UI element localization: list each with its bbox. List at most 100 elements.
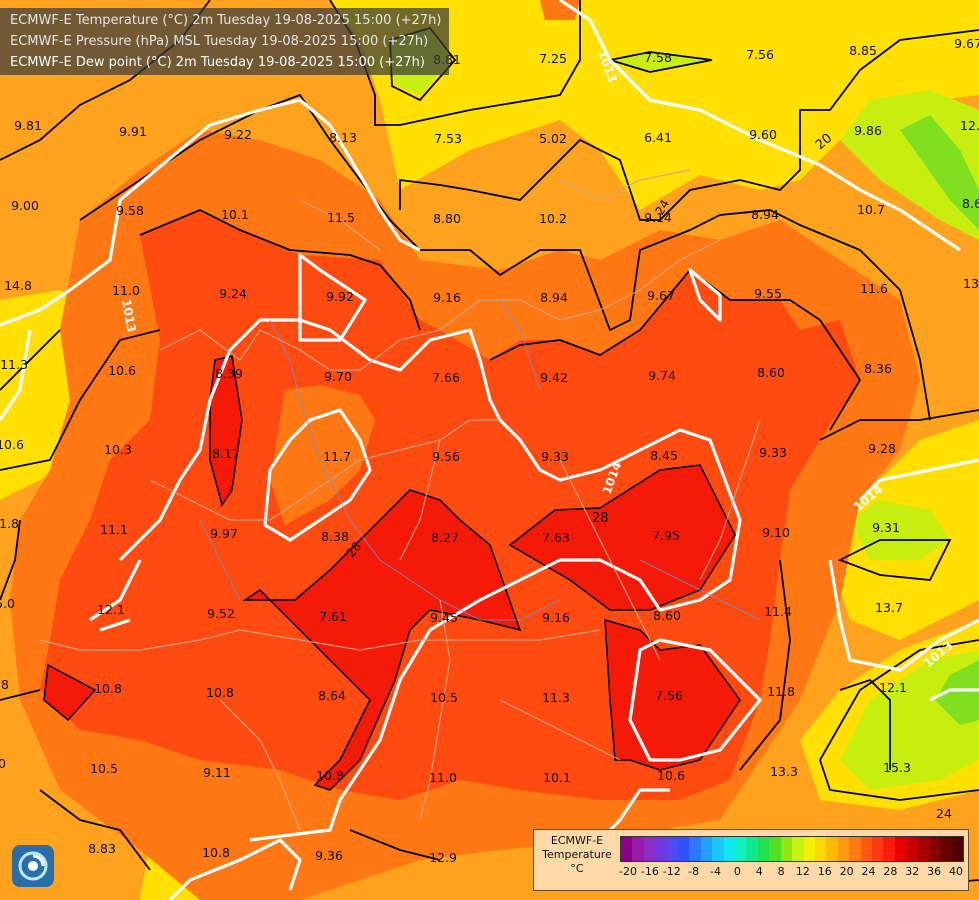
dewpoint-value-label: 8.39 <box>215 366 243 381</box>
legend-tick-label: 20 <box>839 865 854 878</box>
dewpoint-value-label: 1.8 <box>0 516 19 531</box>
map-title-panel: ECMWF-E Temperature (°C) 2m Tuesday 19-0… <box>0 8 450 75</box>
dewpoint-value-label: 6.41 <box>644 130 672 145</box>
dewpoint-value-label: 10.6 <box>657 768 685 783</box>
dewpoint-value-label: 10.5 <box>90 761 118 776</box>
red-core-west-strip <box>209 355 243 507</box>
legend-color-swatch <box>883 837 895 861</box>
dewpoint-value-label: 7.95 <box>652 528 680 543</box>
legend-title-line: Temperature <box>542 848 612 861</box>
dewpoint-value-label: 9.81 <box>14 118 42 133</box>
dewpoint-value-label: 8.38 <box>321 529 349 544</box>
legend-color-swatch <box>632 837 644 861</box>
legend-color-swatch <box>769 837 781 861</box>
legend-color-swatch <box>723 837 736 861</box>
dewpoint-value-label: 10.6 <box>0 437 24 452</box>
dewpoint-value-label: 9.67 <box>647 288 675 303</box>
dewpoint-value-label: 9.52 <box>207 606 235 621</box>
legend-tick-label: 36 <box>927 865 942 878</box>
dewpoint-value-label: 9.11 <box>203 765 231 780</box>
legend-tick-label: 0 <box>733 865 741 878</box>
dewpoint-value-label: 10.7 <box>857 202 885 217</box>
legend-tick-label: 32 <box>905 865 920 878</box>
dewpoint-value-label: 7.63 <box>542 530 570 545</box>
legend-color-swatch <box>678 837 690 861</box>
dewpoint-value-label: 11.4 <box>764 604 792 619</box>
legend-color-swatch <box>643 837 656 861</box>
orange-patch-central-west <box>270 385 375 525</box>
legend-color-swatch <box>621 837 633 861</box>
title-temperature[interactable]: ECMWF-E Temperature (°C) 2m Tuesday 19-0… <box>10 13 442 28</box>
dewpoint-value-label: 7.56 <box>746 47 774 62</box>
dewpoint-value-label: 8.94 <box>540 290 568 305</box>
dewpoint-value-label: 12.1 <box>879 680 907 695</box>
legend-color-swatch <box>928 837 941 861</box>
legend-color-swatch <box>860 837 872 861</box>
dewpoint-value-label: 7.61 <box>319 609 347 624</box>
dewpoint-value-label: 11.6 <box>860 281 888 296</box>
dewpoint-value-label: 11.5 <box>327 210 355 225</box>
dewpoint-value-label: 9.97 <box>210 526 238 541</box>
legend-tick-label: -8 <box>688 865 700 878</box>
dewpoint-value-label: 8.60 <box>653 608 681 623</box>
dewpoint-value-label: 9.86 <box>854 123 882 138</box>
dewpoint-value-label: 10.8 <box>94 681 122 696</box>
legend-tick-label: 16 <box>817 865 832 878</box>
lime-zone-northeast <box>840 90 979 240</box>
dewpoint-value-label: 9.60 <box>749 127 777 142</box>
title-dewpoint[interactable]: ECMWF-E Dew point (°C) 2m Tuesday 19-08-… <box>10 55 425 70</box>
dewpoint-value-label: 9.22 <box>224 127 252 142</box>
legend-tick-label: 4 <box>755 865 763 878</box>
legend-color-swatch <box>871 837 884 861</box>
dewpoint-value-label: 8.17 <box>212 446 240 461</box>
legend-tick-label: 40 <box>949 865 963 878</box>
dewpoint-value-label: 9.16 <box>542 610 570 625</box>
dewpoint-value-label: 9.36 <box>315 848 343 863</box>
dewpoint-value-label: 10.1 <box>543 770 571 785</box>
legend-color-swatch <box>917 837 929 861</box>
dewpoint-value-label: 9.42 <box>540 370 568 385</box>
lime-zone-east <box>850 500 950 560</box>
dewpoint-value-label: 10.2 <box>539 211 567 226</box>
legend-color-swatch <box>700 837 713 861</box>
dewpoint-value-label: 9.14 <box>644 210 672 225</box>
legend-tick-label: -20 <box>619 865 637 878</box>
legend-color-swatch <box>803 837 815 861</box>
red-core-central <box>242 489 522 791</box>
legend-color-swatch <box>940 837 952 861</box>
dewpoint-value-label: 8.60 <box>757 365 785 380</box>
legend-title: ECMWF-E Temperature °C <box>538 834 616 876</box>
dewpoint-value-label: 7.53 <box>434 131 462 146</box>
ecmwf-swirl-logo-icon <box>12 845 54 887</box>
legend-color-swatch <box>735 837 747 861</box>
dewpoint-value-label: 12.1 <box>97 602 125 617</box>
legend-color-swatch <box>666 837 679 861</box>
dewpoint-value-label: 11.8 <box>767 684 795 699</box>
dewpoint-value-label: 8.45 <box>650 448 678 463</box>
dewpoint-value-label: 10.6 <box>108 363 136 378</box>
dewpoint-value-label: 9.28 <box>868 441 896 456</box>
dewpoint-value-label: 10.8 <box>202 845 230 860</box>
legend-tick-label: 28 <box>883 865 898 878</box>
dewpoint-value-label: 10.3 <box>104 442 132 457</box>
dewpoint-value-label: 10.1 <box>221 207 249 222</box>
legend-color-swatch <box>826 837 838 861</box>
legend-color-swatch <box>837 837 850 861</box>
dewpoint-value-label: 9.91 <box>119 124 147 139</box>
dewpoint-value-label: 9.24 <box>219 286 247 301</box>
country-borders <box>39 169 761 831</box>
isotherm-label: 24 <box>652 197 672 217</box>
dewpoint-value-label: 10.8 <box>206 685 234 700</box>
legend-ticks: -20 -16 -12 -8 -4 0 4 8 12 16 20 24 28 32 36 40 <box>619 865 964 881</box>
legend-tick-label: -16 <box>640 865 659 878</box>
green-zone-southeast <box>935 660 979 725</box>
dewpoint-value-label: 9.33 <box>541 449 569 464</box>
dewpoint-value-label: 8.6 <box>962 196 979 211</box>
title-pressure[interactable]: ECMWF-E Pressure (hPa) MSL Tuesday 19-08… <box>10 34 429 49</box>
dewpoint-value-label: 8 <box>1 677 9 692</box>
dewpoint-value-label: 11.3 <box>542 690 570 705</box>
legend-color-swatch <box>792 837 804 861</box>
dewpoint-value-label: 8.85 <box>849 43 877 58</box>
